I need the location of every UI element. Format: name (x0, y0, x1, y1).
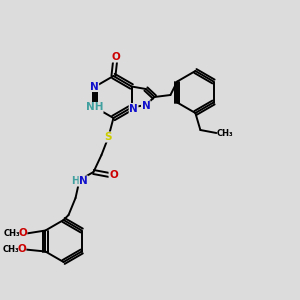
Text: H: H (71, 176, 80, 186)
Text: N: N (142, 101, 150, 111)
Text: S: S (105, 132, 112, 142)
Text: O: O (109, 170, 118, 180)
Text: CH₃: CH₃ (217, 128, 234, 137)
Text: CH₃: CH₃ (2, 245, 19, 254)
Text: NH: NH (85, 103, 103, 112)
Text: N: N (79, 176, 88, 186)
Text: O: O (18, 229, 27, 238)
Text: O: O (17, 244, 26, 254)
Text: CH₃: CH₃ (3, 229, 20, 238)
Text: O: O (111, 52, 120, 62)
Text: N: N (90, 82, 99, 92)
Text: N: N (129, 103, 138, 113)
